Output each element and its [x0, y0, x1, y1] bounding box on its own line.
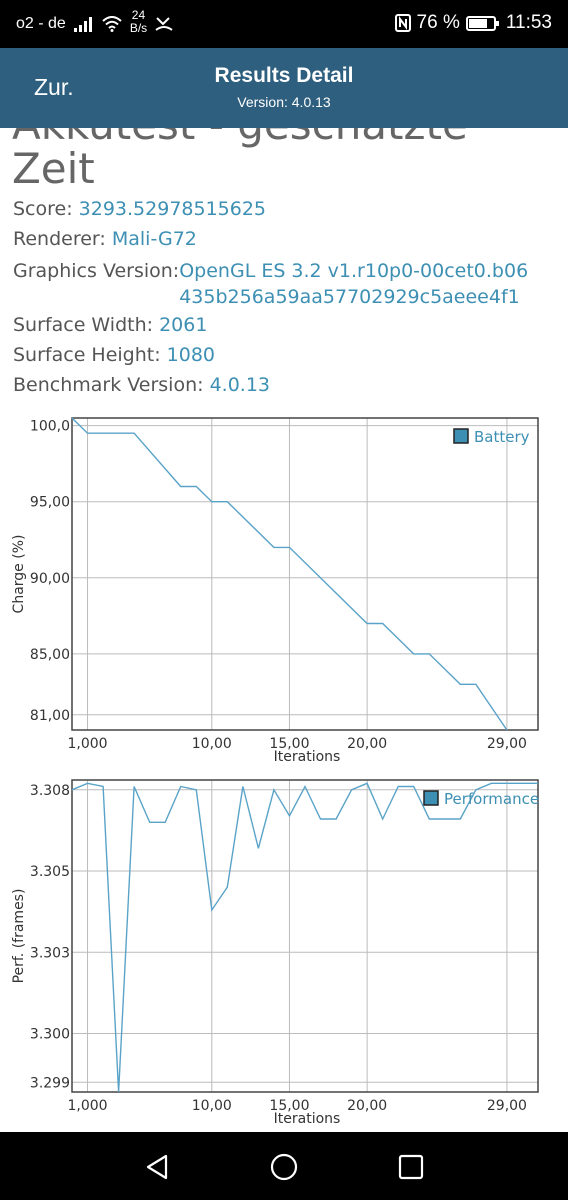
app-bar: Zur. Results Detail Version: 4.0.13	[0, 48, 568, 128]
signal-icon	[73, 17, 92, 32]
battery-icon	[465, 15, 499, 31]
y-tick-label: 3.300	[30, 1027, 70, 1043]
home-nav-icon[interactable]	[269, 1152, 299, 1182]
y-axis-label: Charge (%)	[11, 535, 27, 614]
surface-width-label: Surface Width:	[13, 314, 160, 336]
x-tick-label: 15,00	[269, 736, 309, 752]
status-left: o2 - de 24 B/s	[16, 9, 173, 35]
performance-chart-svg: 3.308 3.305 3.303 3.300 3.299 1,000 10,00 15,00…	[11, 779, 539, 1127]
y-tick-label: 3.305	[30, 864, 70, 880]
series-line-performance	[71, 782, 538, 1093]
results-content[interactable]: Akkutest - geschätzte Zeit Score: 3293.5…	[0, 128, 568, 1132]
benchmark-version-label: Benchmark Version:	[13, 374, 210, 396]
battery-percent: 76 %	[416, 12, 460, 33]
y-tick-label: 95,00	[30, 495, 70, 511]
x-tick-label: 20,00	[347, 1098, 387, 1114]
carrier-label: o2 - de	[16, 15, 66, 32]
navigation-bar	[0, 1132, 568, 1200]
x-tick-label: 20,00	[347, 736, 387, 752]
x-tick-label: 1,000	[67, 1098, 107, 1114]
test-title-scrolled: Akkutest - geschätzte	[12, 128, 468, 149]
legend-label: Battery	[474, 428, 530, 446]
legend-label: Performance	[444, 790, 539, 808]
surface-width-value: 2061	[159, 314, 208, 336]
speed-value: 24	[131, 8, 146, 22]
surface-height-value: 1080	[166, 344, 216, 366]
speed-unit: B/s	[129, 21, 148, 35]
y-tick-label: 81,00	[30, 708, 70, 724]
renderer-value: Mali-G72	[111, 228, 197, 250]
renderer-row: Renderer: Mali-G72	[13, 228, 197, 250]
y-tick-label: 3.299	[30, 1075, 70, 1091]
legend-swatch	[423, 790, 439, 806]
wifi-icon	[102, 16, 122, 32]
graphics-row: Graphics Version: OpenGL ES 3.2 v1.r10p0…	[13, 258, 528, 310]
graphics-label: Graphics Version:	[13, 260, 180, 282]
score-value: 3293.52978515625	[78, 198, 267, 220]
renderer-label: Renderer:	[13, 228, 112, 250]
series-line-battery	[71, 417, 508, 731]
x-axis-label: Iterations	[274, 1111, 341, 1127]
version-subtitle: Version: 4.0.13	[237, 94, 331, 110]
plot-frame	[71, 779, 539, 1093]
missed-call-icon	[155, 17, 173, 31]
battery-chart-svg: 100,0 95,00 90,00 85,00 81,00 1,000 10,00 15,00…	[11, 417, 539, 765]
network-speed: 24 B/s	[130, 9, 147, 35]
status-bar: o2 - de 24 B/s 76 % 11:53	[0, 0, 568, 48]
back-button[interactable]: Zur.	[34, 74, 74, 100]
x-tick-label: 29,00	[487, 736, 527, 752]
y-tick-label: 3.308	[30, 783, 70, 799]
surface-width-row: Surface Width: 2061	[13, 314, 207, 336]
recents-nav-icon[interactable]	[396, 1152, 426, 1182]
nfc-icon	[394, 14, 411, 32]
x-tick-label: 1,000	[67, 736, 107, 752]
legend-swatch	[453, 428, 469, 444]
graphics-value: OpenGL ES 3.2 v1.r10p0-00cet0.b06 435b25…	[179, 260, 529, 308]
x-tick-label: 10,00	[192, 736, 232, 752]
score-row: Score: 3293.52978515625	[13, 198, 266, 220]
x-tick-label: 29,00	[487, 1098, 527, 1114]
y-tick-label: 3.303	[30, 945, 70, 961]
test-title: Zeit	[12, 144, 95, 193]
page-title: Results Detail	[214, 64, 354, 87]
x-tick-label: 15,00	[269, 1098, 309, 1114]
y-tick-label: 100,0	[30, 419, 70, 435]
benchmark-version-value: 4.0.13	[209, 374, 271, 396]
plot-frame	[71, 417, 539, 731]
benchmark-version-row: Benchmark Version: 4.0.13	[13, 374, 270, 396]
status-right: 76 % 11:53	[394, 12, 552, 34]
y-tick-label: 90,00	[30, 571, 70, 587]
clock: 11:53	[505, 12, 552, 33]
battery-chart: 100,0 95,00 90,00 85,00 81,00 1,000 10,00 15,00…	[0, 408, 568, 770]
x-axis-label: Iterations	[274, 749, 341, 765]
x-tick-label: 10,00	[192, 1098, 232, 1114]
performance-chart: 3.308 3.305 3.303 3.300 3.299 1,000 10,00 15,00…	[0, 770, 568, 1132]
score-label: Score:	[13, 198, 79, 220]
back-nav-icon[interactable]	[142, 1152, 172, 1182]
surface-height-row: Surface Height: 1080	[13, 344, 215, 366]
y-axis-label: Perf. (frames)	[11, 889, 27, 984]
surface-height-label: Surface Height:	[13, 344, 167, 366]
y-tick-label: 85,00	[30, 647, 70, 663]
